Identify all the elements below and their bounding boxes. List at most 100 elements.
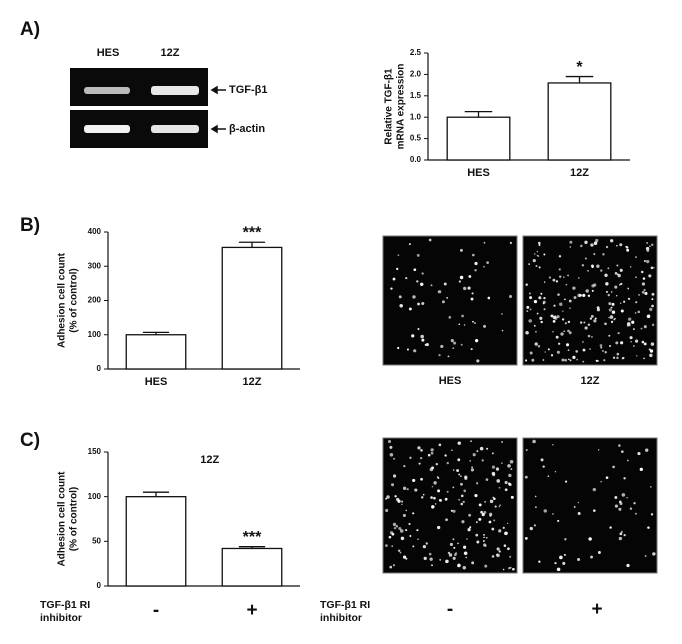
cell [505,531,508,535]
cell [425,542,428,545]
cell [565,283,568,286]
cell [625,245,628,248]
cell [646,241,649,244]
cell [626,248,630,252]
cell [557,519,560,523]
cell [445,518,448,522]
cell [401,503,403,506]
cell [411,334,415,338]
cell [608,334,611,337]
cell [485,478,489,481]
cell [503,544,507,547]
cell [567,320,571,324]
cell [452,347,455,350]
cell [615,295,618,297]
cell [483,534,485,536]
cell [399,551,402,554]
cell [446,461,449,465]
cell [533,300,538,304]
cell [614,285,618,289]
cell [556,315,560,319]
cell [456,469,460,472]
cell [558,342,561,345]
cell [504,488,508,492]
y-axis-label: Adhesion cell count [57,471,68,567]
error-bar [142,331,170,335]
arrow [210,85,226,95]
cell [589,317,593,320]
cell [651,298,654,301]
cell [510,495,514,499]
cell [458,498,461,501]
cell [602,350,604,352]
cell [532,439,536,444]
cell [593,253,596,256]
cell [643,357,645,360]
band-label: β-actin [229,123,265,135]
cell [499,504,502,507]
cell [605,245,609,249]
cell [507,547,510,551]
cell [453,341,457,345]
error-bar [565,75,594,83]
cell [554,470,557,473]
cell [651,292,655,296]
cell [416,529,419,532]
cell [525,330,529,335]
cell [616,264,619,267]
cell [618,500,622,504]
cell [559,555,563,560]
y-tick-label: 400 [88,227,102,236]
cell [397,254,400,256]
cell [437,291,440,293]
cell [508,473,512,478]
cell [474,261,478,266]
y-tick-label: 0 [97,581,102,590]
cell [392,522,397,527]
cell [649,485,652,488]
cell [483,540,485,542]
y-tick-label: 0 [97,364,102,373]
image-label: 12Z [581,375,600,387]
cell [559,302,563,306]
cell [422,544,426,549]
cell [447,355,450,358]
cell [393,526,397,530]
cell [468,275,472,278]
cell [458,473,461,476]
error-bar [238,546,266,549]
gel-band [151,86,199,95]
cell [401,500,404,503]
cell [412,295,416,299]
cell [466,538,468,540]
cell [543,509,548,513]
cell [416,280,419,283]
cell [389,453,394,457]
cell [537,344,541,348]
cell [618,536,623,541]
y-axis-label: Relative TGF-β1 [384,68,395,145]
cell [648,348,651,351]
cell [417,446,421,450]
cell [417,302,420,306]
cell [638,293,641,296]
cell [480,510,483,514]
cell [438,290,442,294]
cell [543,296,546,300]
cell [486,261,489,264]
cell [534,495,537,498]
cell [634,339,639,343]
cell [412,478,416,483]
cell [476,482,479,485]
cell [630,340,632,343]
cell [621,493,626,497]
cell [568,358,570,360]
cell [584,240,588,245]
cell [420,282,424,287]
cell [478,503,482,507]
cell [509,555,512,558]
cell [483,543,487,547]
cell [597,449,600,451]
cell [487,296,491,300]
cell [458,280,462,283]
